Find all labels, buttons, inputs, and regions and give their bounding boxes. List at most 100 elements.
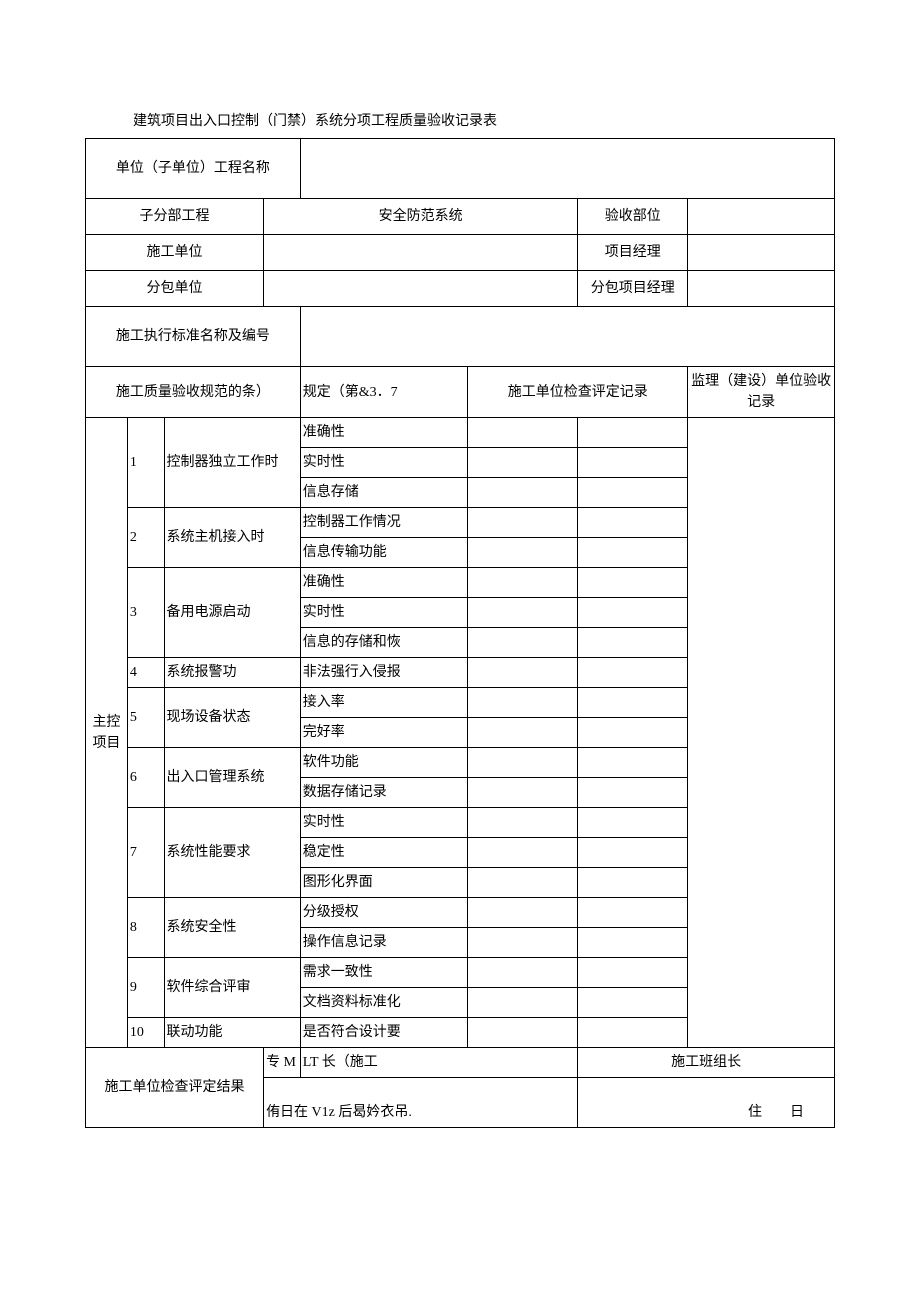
- table-row: [578, 508, 688, 538]
- inspection-form-table: 单位（子单位）工程名称 子分部工程 安全防范系统 验收部位 施工单位 项目经理 …: [85, 138, 835, 1128]
- table-row: [578, 988, 688, 1018]
- item-desc-10: 联动功能: [164, 1018, 300, 1048]
- item-4-sub-0: 非法强行入侵报: [300, 658, 468, 688]
- table-row: [578, 838, 688, 868]
- item-num-10: 10: [127, 1018, 164, 1048]
- table-row: [468, 448, 578, 478]
- item-desc-5: 现场设备状态: [164, 688, 300, 748]
- item-5-sub-1: 完好率: [300, 718, 468, 748]
- table-row: [578, 748, 688, 778]
- item-3-sub-2: 信息的存储和恢: [300, 628, 468, 658]
- item-2-sub-1: 信息传输功能: [300, 538, 468, 568]
- item-desc-7: 系统性能要求: [164, 808, 300, 898]
- item-num-4: 4: [127, 658, 164, 688]
- item-2-sub-0: 控制器工作情况: [300, 508, 468, 538]
- subcontractor-pm-label: 分包项目经理: [578, 271, 688, 307]
- unit-project-name-label: 单位（子单位）工程名称: [86, 139, 301, 199]
- table-row: [468, 568, 578, 598]
- table-row: [468, 898, 578, 928]
- item-1-sub-0: 准确性: [300, 418, 468, 448]
- item-num-8: 8: [127, 898, 164, 958]
- table-row: [578, 598, 688, 628]
- table-row: [468, 928, 578, 958]
- item-desc-1: 控制器独立工作时: [164, 418, 300, 508]
- table-row: [578, 568, 688, 598]
- item-desc-4: 系统报警功: [164, 658, 300, 688]
- subcontractor-label: 分包单位: [86, 271, 264, 307]
- item-5-sub-0: 接入率: [300, 688, 468, 718]
- item-7-sub-1: 稳定性: [300, 838, 468, 868]
- item-num-2: 2: [127, 508, 164, 568]
- inspection-result-label: 施工单位检查评定结果: [86, 1048, 264, 1128]
- item-3-sub-1: 实时性: [300, 598, 468, 628]
- table-row: [578, 688, 688, 718]
- item-num-9: 9: [127, 958, 164, 1018]
- footer-r2c1: 侑日在 V1z 后曷妗衣吊.: [264, 1078, 578, 1128]
- footer-r1c2: LT 长（施工: [300, 1048, 578, 1078]
- construction-unit-value: [264, 235, 578, 271]
- item-num-1: 1: [127, 418, 164, 508]
- sub-division-label: 子分部工程: [86, 199, 264, 235]
- quality-spec-label: 施工质量验收规范的条）: [86, 367, 301, 418]
- subcontractor-pm-value: [688, 271, 835, 307]
- table-row: [468, 598, 578, 628]
- table-row: [468, 1018, 578, 1048]
- table-row: [468, 778, 578, 808]
- footer-r1c1: 专 M: [264, 1048, 301, 1078]
- item-6-sub-1: 数据存储记录: [300, 778, 468, 808]
- item-1-sub-0-check2: [578, 418, 688, 448]
- supervision-record-label: 监理（建设）单位验收记录: [688, 367, 835, 418]
- table-row: [468, 688, 578, 718]
- unit-project-name-value: [300, 139, 834, 199]
- main-control-section-label: 主控项目: [86, 418, 128, 1048]
- item-num-5: 5: [127, 688, 164, 748]
- item-1-sub-0-check: [468, 418, 578, 448]
- table-row: [468, 538, 578, 568]
- item-9-sub-0: 需求一致性: [300, 958, 468, 988]
- item-desc-6: 出入口管理系统: [164, 748, 300, 808]
- item-3-sub-0: 准确性: [300, 568, 468, 598]
- acceptance-location-value: [688, 199, 835, 235]
- table-row: [468, 868, 578, 898]
- item-desc-3: 备用电源启动: [164, 568, 300, 658]
- table-row: [468, 808, 578, 838]
- table-row: [468, 988, 578, 1018]
- table-row: [578, 868, 688, 898]
- table-row: [468, 478, 578, 508]
- document-title: 建筑项目出入口控制（门禁）系统分项工程质量验收记录表: [85, 110, 835, 130]
- item-6-sub-0: 软件功能: [300, 748, 468, 778]
- item-7-sub-2: 图形化界面: [300, 868, 468, 898]
- item-10-sub-0: 是否符合设计要: [300, 1018, 468, 1048]
- item-1-sub-1: 实时性: [300, 448, 468, 478]
- inspection-record-label: 施工单位检查评定记录: [468, 367, 688, 418]
- table-row: [468, 628, 578, 658]
- item-8-sub-0: 分级授权: [300, 898, 468, 928]
- item-num-3: 3: [127, 568, 164, 658]
- table-row: [578, 658, 688, 688]
- table-row: [468, 748, 578, 778]
- item-desc-8: 系统安全性: [164, 898, 300, 958]
- regulation-value: 规定（第&3．7: [300, 367, 468, 418]
- standard-name-label: 施工执行标准名称及编号: [86, 307, 301, 367]
- acceptance-location-label: 验收部位: [578, 199, 688, 235]
- table-row: [468, 958, 578, 988]
- project-manager-value: [688, 235, 835, 271]
- table-row: [578, 1018, 688, 1048]
- table-row: [578, 808, 688, 838]
- table-row: [578, 928, 688, 958]
- project-manager-label: 项目经理: [578, 235, 688, 271]
- item-num-7: 7: [127, 808, 164, 898]
- item-1-sub-2: 信息存储: [300, 478, 468, 508]
- table-row: [468, 718, 578, 748]
- table-row: [578, 718, 688, 748]
- item-desc-2: 系统主机接入时: [164, 508, 300, 568]
- sub-division-value: 安全防范系统: [264, 199, 578, 235]
- item-num-6: 6: [127, 748, 164, 808]
- standard-name-value: [300, 307, 834, 367]
- supervision-record-cell: [688, 418, 835, 1048]
- table-row: [578, 478, 688, 508]
- item-9-sub-1: 文档资料标准化: [300, 988, 468, 1018]
- footer-r2c2: 住 日: [578, 1078, 835, 1128]
- construction-unit-label: 施工单位: [86, 235, 264, 271]
- table-row: [578, 538, 688, 568]
